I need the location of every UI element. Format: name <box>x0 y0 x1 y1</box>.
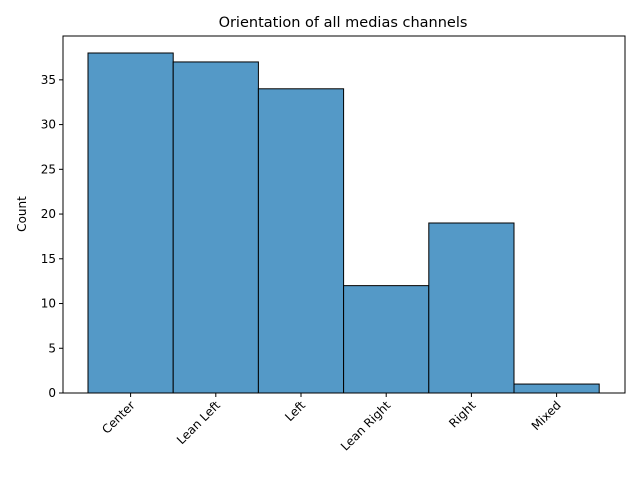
x-tick-label: Mixed <box>529 398 564 433</box>
y-tick-label: 15 <box>41 252 56 266</box>
chart-title: Orientation of all medias channels <box>219 15 468 31</box>
x-tick-label: Center <box>99 398 138 437</box>
bar-center <box>87 52 174 394</box>
bar-lean-right <box>343 285 430 394</box>
bars-group <box>87 52 600 394</box>
bar-right <box>428 222 515 394</box>
y-tick-label: 25 <box>41 162 56 176</box>
plot-frame <box>62 35 626 394</box>
y-tick-label: 5 <box>48 341 56 355</box>
x-tick-label: Right <box>446 398 478 430</box>
y-tick-label: 35 <box>41 73 56 87</box>
y-tick-label: 30 <box>41 118 56 132</box>
x-tick-label: Left <box>282 398 308 424</box>
x-tick-label: Lean Left <box>174 398 223 447</box>
y-axis: 0 5 10 15 20 25 30 35 <box>41 73 63 400</box>
bar-lean-left <box>172 61 259 394</box>
y-tick-label: 20 <box>41 207 56 221</box>
x-tick-label: Lean Right <box>338 398 394 454</box>
y-axis-label: Count <box>15 196 29 232</box>
bar-mixed <box>513 383 600 394</box>
bar-left <box>257 88 345 394</box>
y-tick-label: 10 <box>41 297 56 311</box>
x-axis: Center Lean Left Left Lean Right Right Mixed <box>99 393 564 454</box>
y-tick-label: 0 <box>48 386 56 400</box>
